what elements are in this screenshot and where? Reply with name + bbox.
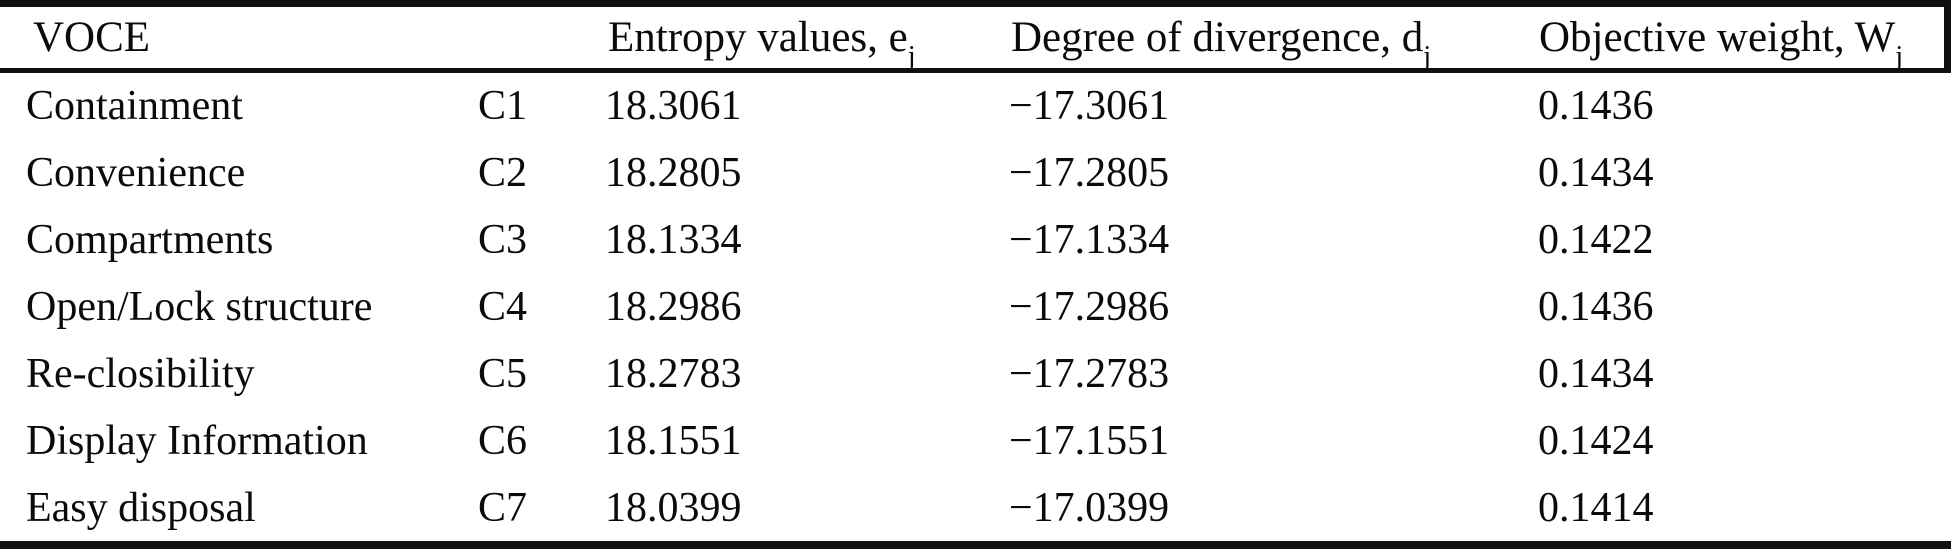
row-entropy-value: 18.2805: [605, 150, 742, 197]
row-entropy-value: 18.2986: [605, 284, 742, 330]
row-divergence-value: −17.1551: [1009, 417, 1170, 464]
row-name: Compartments: [26, 217, 274, 264]
row-divergence-value: −17.1334: [1009, 217, 1170, 264]
row-code: C1: [478, 83, 528, 130]
row-divergence-value: −17.2783: [1009, 350, 1170, 397]
row-entropy-value: 18.1334: [605, 217, 742, 264]
table-row: Compartments C3 18.1334 −17.1334 0.1422: [0, 207, 1951, 274]
table-row: Easy disposal C7 18.0399 −17.0399 0.1414: [0, 474, 1951, 541]
row-weight-value: 0.1436: [1538, 284, 1654, 330]
header-weight-subscript: j: [1895, 41, 1904, 73]
row-weight-value: 0.1434: [1538, 350, 1654, 397]
row-weight-value: 0.1434: [1538, 150, 1654, 197]
row-code: C2: [478, 150, 528, 197]
row-divergence-value: −17.0399: [1009, 484, 1170, 531]
header-divergence-label: Degree of divergence, d: [1011, 14, 1424, 61]
row-entropy-value: 18.3061: [605, 83, 742, 130]
row-divergence-value: −17.2986: [1009, 284, 1170, 330]
row-entropy-value: 18.1551: [605, 417, 742, 464]
header-entropy-label: Entropy values, e: [608, 14, 908, 61]
header-entropy: Entropy values, ej: [605, 13, 1009, 71]
header-voce: VOCE: [33, 14, 151, 61]
row-name: Containment: [26, 83, 243, 130]
row-weight-value: 0.1422: [1538, 217, 1654, 264]
row-name: Open/Lock structure: [26, 284, 373, 330]
header-weight: Objective weight, Wj: [1538, 13, 1951, 71]
header-separator-rule: [0, 68, 1951, 73]
table-body: Containment C1 18.3061 −17.3061 0.1436 C…: [0, 73, 1951, 541]
row-code: C3: [478, 217, 528, 264]
row-name: Display Information: [26, 417, 368, 464]
table-row: Containment C1 18.3061 −17.3061 0.1436: [0, 73, 1951, 140]
row-code: C7: [478, 484, 528, 531]
header-entropy-subscript: j: [907, 41, 916, 73]
row-weight-value: 0.1414: [1538, 484, 1654, 531]
table-header-row: VOCE Entropy values, ej Degree of diverg…: [0, 7, 1951, 71]
table-row: Open/Lock structure C4 18.2986 −17.2986 …: [0, 274, 1951, 341]
table-top-rule: [0, 0, 1951, 7]
row-divergence-value: −17.2805: [1009, 150, 1170, 197]
table-row: Display Information C6 18.1551 −17.1551 …: [0, 407, 1951, 474]
table-bottom-rule: [0, 541, 1951, 549]
header-divergence-subscript: j: [1423, 41, 1432, 73]
header-right-edge-mark: [1944, 0, 1951, 73]
row-name: Easy disposal: [26, 484, 256, 531]
header-weight-label: Objective weight, W: [1539, 14, 1896, 61]
row-code: C6: [478, 417, 528, 464]
row-code: C4: [478, 284, 528, 330]
row-code: C5: [478, 350, 528, 397]
row-weight-value: 0.1436: [1538, 83, 1654, 130]
table-row: Convenience C2 18.2805 −17.2805 0.1434: [0, 140, 1951, 207]
row-entropy-value: 18.0399: [605, 484, 742, 531]
row-name: Convenience: [26, 150, 246, 197]
row-entropy-value: 18.2783: [605, 350, 742, 397]
table-row: Re-closibility C5 18.2783 −17.2783 0.143…: [0, 340, 1951, 407]
row-name: Re-closibility: [26, 350, 255, 397]
row-divergence-value: −17.3061: [1009, 83, 1170, 130]
header-divergence: Degree of divergence, dj: [1009, 13, 1538, 71]
row-weight-value: 0.1424: [1538, 417, 1654, 464]
